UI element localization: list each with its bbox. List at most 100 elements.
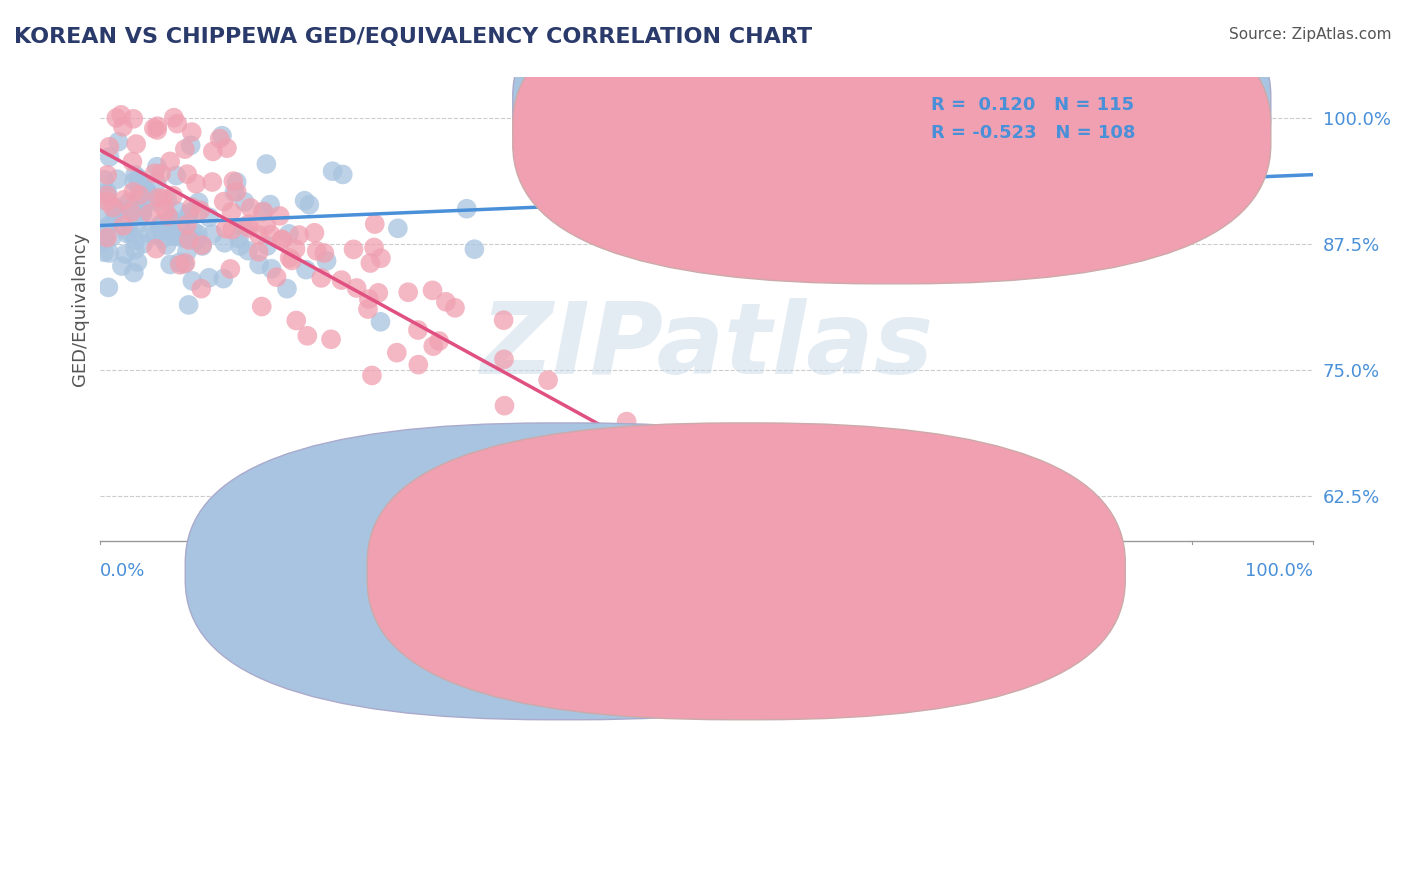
Point	[422, 339, 444, 353]
Y-axis label: GED/Equivalency: GED/Equivalency	[72, 232, 89, 386]
Point	[191, 238, 214, 252]
Point	[256, 239, 278, 253]
Point	[201, 227, 224, 241]
Point	[131, 204, 153, 219]
Point	[276, 282, 298, 296]
Point	[298, 198, 321, 212]
Point	[247, 244, 270, 259]
FancyBboxPatch shape	[186, 423, 943, 720]
Point	[131, 207, 153, 221]
Point	[322, 164, 344, 178]
Point	[111, 209, 134, 223]
Point	[181, 274, 204, 288]
Point	[239, 201, 262, 215]
Point	[177, 233, 200, 247]
Point	[111, 219, 134, 233]
Point	[211, 128, 233, 143]
Point	[105, 111, 128, 125]
Point	[1241, 116, 1264, 130]
Point	[294, 194, 316, 208]
Point	[101, 230, 124, 244]
Point	[96, 230, 118, 244]
Point	[170, 221, 193, 235]
Point	[252, 204, 274, 219]
Point	[198, 270, 221, 285]
Point	[221, 222, 243, 236]
Point	[187, 227, 209, 241]
Point	[96, 168, 118, 182]
Point	[176, 218, 198, 232]
Point	[94, 221, 117, 235]
Text: R = -0.523   N = 108: R = -0.523 N = 108	[931, 124, 1136, 142]
Point	[159, 154, 181, 169]
Point	[128, 180, 150, 194]
Point	[162, 188, 184, 202]
Point	[176, 244, 198, 259]
Point	[332, 168, 354, 182]
Point	[494, 399, 516, 413]
Point	[166, 117, 188, 131]
Point	[163, 111, 186, 125]
Point	[221, 204, 243, 219]
Point	[396, 285, 419, 300]
Point	[219, 262, 242, 277]
Point	[111, 120, 134, 134]
Point	[357, 292, 380, 306]
Point	[254, 218, 277, 232]
Point	[124, 168, 146, 182]
Text: Source: ZipAtlas.com: Source: ZipAtlas.com	[1229, 27, 1392, 42]
Point	[143, 227, 166, 242]
Point	[160, 211, 183, 226]
Point	[142, 121, 165, 136]
Point	[247, 258, 270, 272]
Point	[127, 255, 149, 269]
Point	[370, 315, 392, 329]
Point	[122, 112, 145, 126]
Point	[212, 194, 235, 209]
Point	[177, 298, 200, 312]
Point	[259, 227, 281, 242]
Point	[159, 258, 181, 272]
Point	[361, 368, 384, 383]
Point	[174, 256, 197, 270]
Point	[166, 204, 188, 219]
Point	[148, 220, 170, 235]
Point	[422, 284, 444, 298]
Point	[163, 229, 186, 244]
Point	[93, 230, 115, 244]
Point	[152, 191, 174, 205]
Point	[224, 186, 246, 200]
Point	[174, 231, 197, 245]
Point	[117, 227, 139, 241]
Point	[145, 242, 167, 256]
Point	[278, 227, 301, 241]
Point	[145, 176, 167, 190]
Point	[121, 154, 143, 169]
Point	[183, 225, 205, 239]
Point	[281, 253, 304, 268]
FancyBboxPatch shape	[367, 423, 1125, 720]
Point	[96, 188, 118, 202]
Point	[169, 255, 191, 269]
Text: Koreans: Koreans	[585, 562, 658, 581]
Point	[122, 185, 145, 199]
Point	[278, 251, 301, 265]
Point	[169, 258, 191, 272]
Point	[131, 183, 153, 197]
Point	[503, 434, 526, 449]
FancyBboxPatch shape	[841, 87, 1253, 156]
Point	[91, 193, 114, 207]
Point	[297, 328, 319, 343]
Point	[156, 209, 179, 223]
Point	[269, 209, 291, 223]
Text: Chippewa: Chippewa	[773, 562, 862, 581]
Text: ZIPatlas: ZIPatlas	[481, 298, 934, 395]
Point	[314, 246, 336, 260]
Point	[145, 194, 167, 209]
Point	[250, 300, 273, 314]
Point	[472, 447, 495, 461]
Point	[434, 294, 457, 309]
Point	[180, 125, 202, 139]
Point	[159, 214, 181, 228]
Point	[266, 270, 288, 285]
